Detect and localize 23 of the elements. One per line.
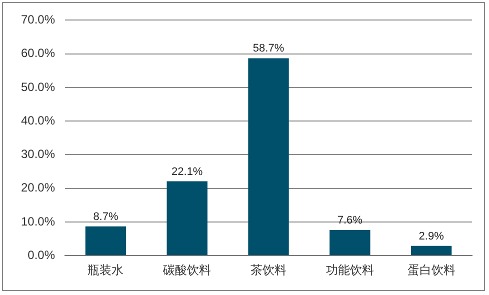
y-tick-label: 40.0% xyxy=(20,113,56,128)
x-tick-label: 瓶装水 xyxy=(88,263,124,278)
x-tick-label: 茶饮料 xyxy=(250,263,287,278)
bar xyxy=(85,226,126,256)
y-tick-label: 30.0% xyxy=(20,147,56,162)
data-label: 58.7% xyxy=(252,42,284,55)
x-tick-label: 功能饮料 xyxy=(326,263,374,278)
bar xyxy=(166,181,208,256)
y-tick-label: 70.0% xyxy=(20,12,56,27)
data-label: 2.9% xyxy=(418,230,444,242)
bar xyxy=(248,58,289,256)
x-tick-label: 蛋白饮料 xyxy=(407,263,456,278)
y-tick-label: 0.0% xyxy=(28,248,56,262)
bar xyxy=(330,230,370,256)
data-label: 22.1% xyxy=(172,166,203,178)
bar xyxy=(410,246,452,256)
y-tick-label: 20.0% xyxy=(20,180,56,195)
y-tick-label: 50.0% xyxy=(20,80,56,94)
data-label: 7.6% xyxy=(337,214,363,227)
data-label: 8.7% xyxy=(93,210,118,223)
y-tick-label: 10.0% xyxy=(20,214,56,228)
y-tick-label: 60.0% xyxy=(20,46,56,60)
x-tick-label: 碳酸饮料 xyxy=(162,263,212,278)
